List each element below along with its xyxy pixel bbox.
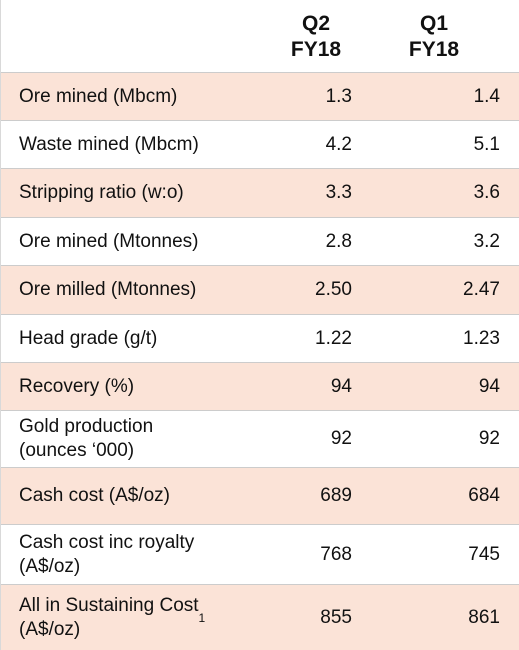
column-header-q2-fy18: Q2 FY18	[271, 11, 361, 63]
column-header-q1-period: Q1	[419, 12, 448, 35]
row-value-q1: 684	[468, 485, 500, 506]
row-label: Stripping ratio (w:o)	[19, 182, 184, 203]
row-label: Cash cost inc royalty (A$/oz)	[19, 531, 195, 577]
row-value-q2: 1.3	[325, 85, 352, 107]
row-value-q2: 1.22	[315, 327, 352, 349]
row-label-with-footnote: All in Sustaining Cost (A$/oz) 1	[19, 594, 206, 640]
row-value-q1: 3.2	[473, 230, 500, 252]
row-label: Ore mined (Mtonnes)	[19, 230, 199, 252]
table-row: Cash cost inc royalty (A$/oz) 768 745	[1, 524, 519, 584]
table-row: All in Sustaining Cost (A$/oz) 1 855 861	[1, 584, 519, 650]
row-value-q2: 94	[330, 375, 352, 397]
row-value-q1: 861	[468, 606, 500, 628]
row-value-q1: 1.23	[463, 327, 500, 349]
column-header-q2-year: FY18	[290, 38, 342, 61]
row-label: Ore mined (Mbcm)	[19, 85, 178, 107]
table-row: Cash cost (A$/oz) 689 684	[1, 467, 519, 524]
row-value-q2: 2.8	[325, 230, 352, 252]
row-label: Head grade (g/t)	[19, 327, 158, 349]
row-value-q2: 92	[330, 428, 352, 449]
row-value-q1: 5.1	[473, 133, 500, 155]
row-value-q2: 768	[320, 543, 352, 565]
row-value-q2: 4.2	[325, 133, 352, 155]
table-row: Recovery (%) 94 94	[1, 362, 519, 410]
column-header-q1-year: FY18	[408, 38, 460, 61]
row-value-q2: 3.3	[325, 182, 352, 203]
row-value-q1: 745	[468, 543, 500, 565]
row-value-q1: 94	[478, 375, 500, 397]
row-value-q1: 1.4	[473, 85, 500, 107]
row-value-q2: 2.50	[315, 279, 352, 300]
row-label: Waste mined (Mbcm)	[19, 133, 199, 155]
table-row: Ore mined (Mbcm) 1.3 1.4	[1, 72, 519, 120]
column-header-q2-period: Q2	[301, 12, 330, 35]
row-label: Gold production (ounces ‘000)	[19, 416, 154, 461]
row-value-q1: 2.47	[463, 279, 500, 300]
row-label: Recovery (%)	[19, 375, 135, 397]
row-value-q2: 855	[320, 606, 352, 628]
row-label: Cash cost (A$/oz)	[19, 485, 170, 506]
row-label: All in Sustaining Cost (A$/oz)	[19, 594, 199, 640]
row-value-q1: 92	[478, 428, 500, 449]
table-row: Ore mined (Mtonnes) 2.8 3.2	[1, 217, 519, 265]
table-row: Gold production (ounces ‘000) 92 92	[1, 410, 519, 467]
table-row: Waste mined (Mbcm) 4.2 5.1	[1, 120, 519, 168]
row-label: Ore milled (Mtonnes)	[19, 279, 197, 300]
table-header: Q2 FY18 Q1 FY18	[1, 0, 519, 72]
column-header-q1-fy18: Q1 FY18	[389, 11, 479, 63]
table-row: Stripping ratio (w:o) 3.3 3.6	[1, 168, 519, 217]
row-value-q2: 689	[320, 485, 352, 506]
row-value-q1: 3.6	[473, 182, 500, 203]
table-row: Head grade (g/t) 1.22 1.23	[1, 314, 519, 362]
table-row: Ore milled (Mtonnes) 2.50 2.47	[1, 265, 519, 314]
